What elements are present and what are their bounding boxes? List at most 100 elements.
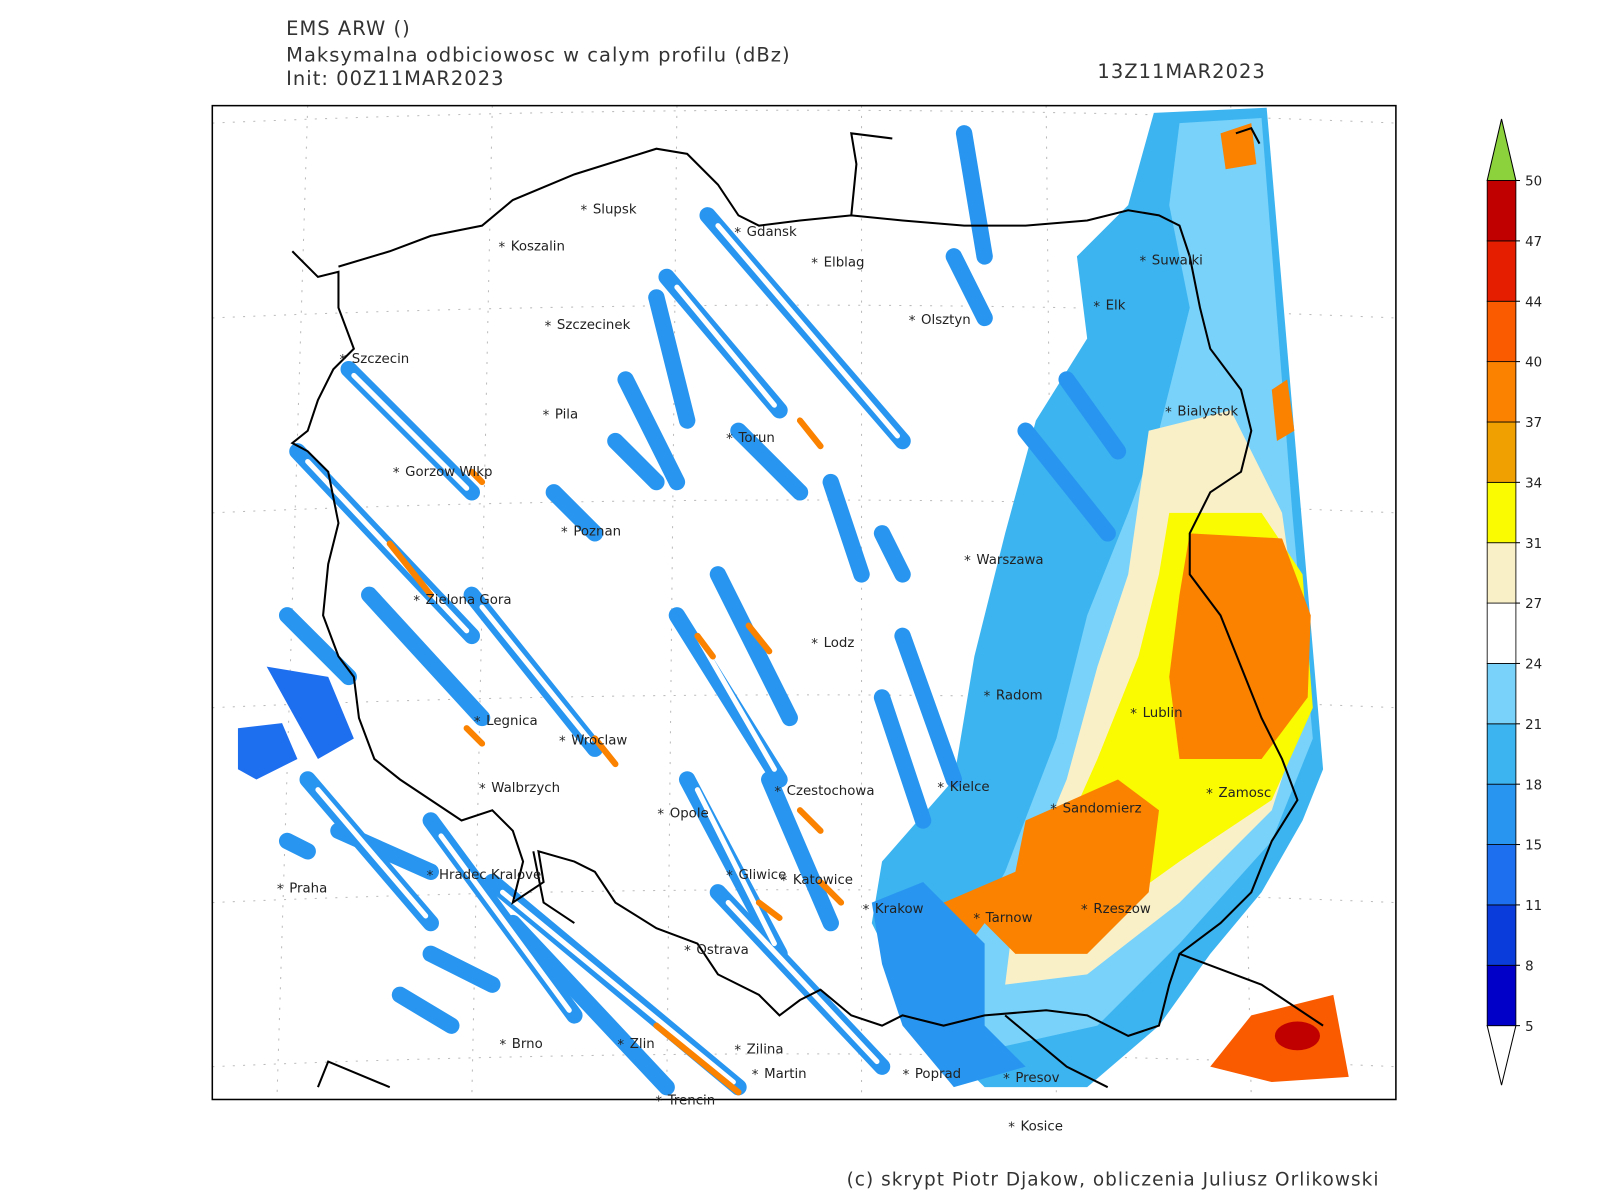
city-label: Szczecin: [352, 352, 409, 367]
city-label: Brno: [512, 1037, 543, 1052]
city-label: Lublin: [1143, 706, 1183, 721]
city-marker: *: [393, 466, 400, 481]
city-marker: *: [545, 319, 552, 334]
colorbar-label: 11: [1525, 899, 1542, 914]
city-label: Warszawa: [976, 553, 1043, 568]
colorbar-label: 5: [1525, 1020, 1533, 1035]
city-marker: *: [734, 226, 741, 241]
city-marker: *: [1130, 707, 1137, 722]
city-label: Olsztyn: [921, 313, 971, 328]
city-label: Rzeszow: [1093, 902, 1151, 917]
city-label: Suwalki: [1152, 254, 1203, 269]
colorbar: 5 8 11 15 18 21 24 27 31 34 37 40 44 47 50: [1486, 118, 1542, 1086]
city-marker: *: [1139, 255, 1146, 270]
city-label: Legnica: [486, 714, 538, 729]
city-label: Poznan: [573, 524, 621, 539]
city-marker: *: [964, 554, 971, 569]
city-label: Zlin: [630, 1037, 655, 1052]
reflectivity-field: [237, 107, 1349, 1096]
coast: [850, 132, 893, 216]
city-label: Radom: [996, 688, 1043, 703]
city-label: Walbrzych: [491, 781, 560, 796]
city-label: Zielona Gora: [426, 593, 512, 608]
city-marker: *: [1008, 1120, 1015, 1135]
city-label: Trencin: [667, 1094, 716, 1109]
city-label: Elblag: [824, 256, 865, 271]
city-marker: *: [811, 257, 818, 272]
colorbar-box: [1486, 300, 1517, 363]
city-marker: *: [498, 240, 505, 255]
city-marker: *: [559, 735, 566, 750]
city-label: Kosice: [1021, 1119, 1063, 1134]
city-marker: *: [752, 1068, 759, 1083]
city-label: Torun: [737, 431, 774, 446]
city-marker: *: [781, 874, 788, 889]
city-label: Wroclaw: [571, 734, 627, 749]
city-marker: *: [973, 912, 980, 927]
city-marker: *: [617, 1038, 624, 1053]
colorbar-box: [1486, 240, 1517, 302]
city-marker: *: [499, 1038, 506, 1053]
city-marker: *: [1206, 787, 1213, 802]
city-marker: *: [1050, 802, 1057, 817]
colorbar-label: 34: [1525, 476, 1542, 491]
colorbar-over: [1486, 118, 1517, 182]
city-marker: *: [909, 314, 916, 329]
map-frame: [211, 104, 1397, 1101]
city-label: Ostrava: [696, 943, 748, 958]
city-label: Pila: [555, 407, 578, 422]
city-label: Opole: [670, 806, 709, 821]
city-label: Gorzow Wlkp: [405, 465, 492, 480]
city-label: Hradec Kralove: [439, 868, 541, 883]
colorbar-box: [1486, 964, 1517, 1027]
colorbar-box: [1486, 361, 1517, 423]
city-marker: *: [479, 782, 486, 797]
city-marker: *: [277, 882, 284, 897]
colorbar-box: [1486, 180, 1517, 242]
colorbar-label: 31: [1525, 537, 1542, 552]
city-label: Katowice: [793, 873, 853, 888]
border: [316, 126, 1324, 1089]
city-labels: * Slupsk * Koszalin * Gdansk * Elblag * Suwalki * E…: [277, 202, 1271, 1087]
valid-time: 13Z11MAR2023: [1097, 60, 1265, 83]
city-label: Zamosc: [1218, 786, 1271, 801]
colorbar-box: [1486, 542, 1517, 604]
city-marker: *: [1081, 903, 1088, 918]
city-label: Lodz: [824, 636, 855, 651]
city-marker: *: [984, 690, 991, 705]
city-label: Gdansk: [747, 225, 797, 240]
colorbar-box: [1486, 481, 1517, 544]
city-label: Bialystok: [1177, 404, 1238, 419]
city-marker: *: [1165, 405, 1172, 420]
colorbar-label: 37: [1525, 416, 1542, 431]
city-label: Sandomierz: [1063, 801, 1142, 816]
field-title: Maksymalna odbiciowosc w calym profilu (…: [286, 44, 790, 67]
city-marker: *: [657, 807, 664, 822]
model-name: EMS ARW (): [286, 17, 411, 40]
city-marker: *: [734, 1043, 741, 1058]
city-marker: *: [774, 785, 781, 800]
city-marker: *: [726, 432, 733, 447]
city-label: Czestochowa: [787, 784, 875, 799]
city-label: Elk: [1106, 299, 1126, 314]
colorbar-label: 8: [1525, 959, 1533, 974]
city-label: Poprad: [915, 1067, 961, 1082]
colorbar-label: 27: [1525, 597, 1542, 612]
city-marker: *: [474, 715, 481, 730]
colorbar-box: [1486, 421, 1517, 483]
colorbar-box: [1486, 723, 1517, 785]
city-label: Tarnow: [985, 911, 1033, 926]
colorbar-box: [1486, 783, 1517, 845]
city-marker: *: [561, 525, 568, 540]
colorbar-under: [1486, 1025, 1517, 1086]
colorbar-box: [1486, 904, 1517, 966]
colorbar-box: [1486, 602, 1517, 664]
city-label: Koszalin: [511, 239, 565, 254]
city-marker: *: [684, 944, 691, 959]
city-marker: *: [427, 869, 434, 884]
city-label: Presov: [1015, 1071, 1059, 1086]
city-marker: *: [1003, 1072, 1010, 1087]
city-label: Kielce: [950, 780, 990, 795]
city-label: Krakow: [875, 902, 924, 917]
